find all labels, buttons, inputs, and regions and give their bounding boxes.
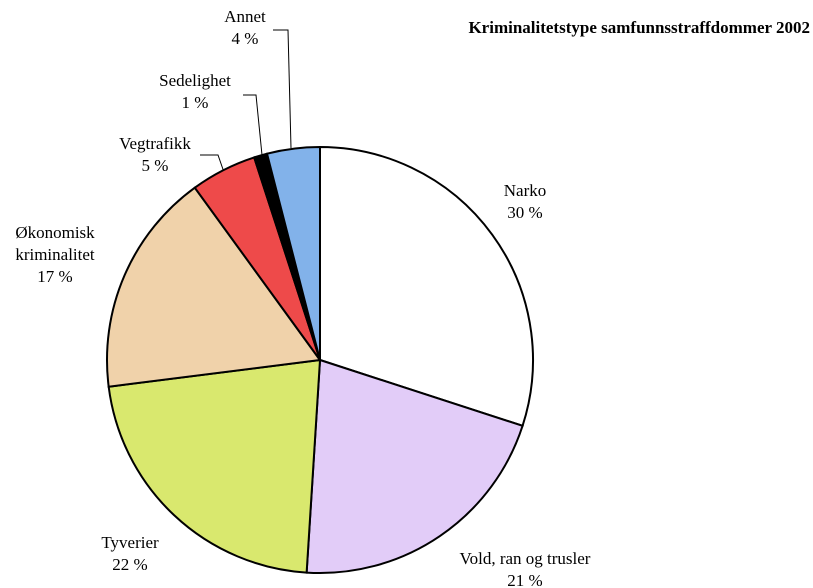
value-label: 4 %: [231, 29, 259, 48]
slice-label: Økonomisk kriminalitet 17 %: [3, 222, 108, 288]
value-label: 22 %: [112, 555, 148, 574]
pie-slice: [319, 145, 534, 428]
category-label: Vold, ran og trusler: [459, 549, 591, 568]
pie-slice: [305, 358, 524, 574]
slice-label: Annet 4 %: [205, 6, 285, 50]
pie-slice: [265, 145, 321, 361]
category-label: Annet: [224, 7, 266, 26]
category-label: Tyverier: [101, 533, 159, 552]
slice-label: Sedelighet 1 %: [140, 70, 250, 114]
category-label: Sedelighet: [159, 71, 231, 90]
category-label: Vegtrafikk: [119, 134, 191, 153]
category-label: Økonomisk kriminalitet: [15, 223, 95, 264]
leader-line: [273, 29, 292, 149]
category-label: Narko: [503, 181, 547, 200]
value-label: 30 %: [507, 203, 543, 222]
chart-title: Kriminalitetstype samfunnsstraffdommer 2…: [468, 18, 810, 37]
value-label: 5 %: [141, 156, 169, 175]
slice-label: Tyverier 22 %: [70, 532, 190, 576]
slice-label: Vegtrafikk 5 %: [105, 133, 205, 177]
value-label: 1 %: [181, 93, 209, 112]
pie-slice: [106, 186, 322, 388]
value-label: 17 %: [37, 267, 73, 286]
slice-label: Vold, ran og trusler 21 %: [415, 548, 635, 588]
leader-line: [243, 94, 263, 156]
value-label: 21 %: [507, 571, 543, 588]
slice-label: Narko 30 %: [465, 180, 585, 224]
pie-slice: [107, 358, 322, 574]
